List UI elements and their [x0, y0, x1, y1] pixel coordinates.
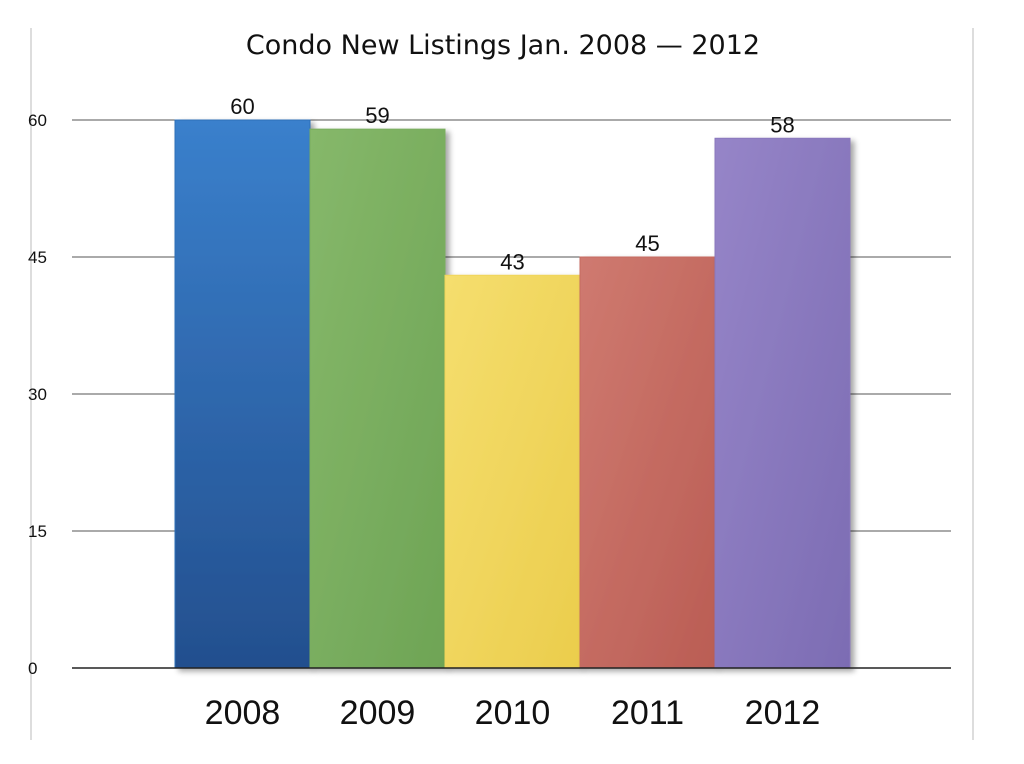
x-tick-label-2011: 2011 — [611, 694, 684, 732]
x-tick-label-2009: 2009 — [340, 694, 416, 732]
value-labels: 60 59 43 45 58 — [230, 94, 794, 274]
x-tick-label-2010: 2010 — [475, 694, 551, 732]
y-tick-label: 45 — [28, 248, 47, 267]
y-tick-label: 60 — [28, 111, 47, 130]
chart-title: Condo New Listings Jan. 2008 — 2012 — [246, 30, 760, 61]
bars — [174, 119, 851, 669]
x-tick-label-2008: 2008 — [205, 694, 281, 732]
bar-2012 — [714, 137, 851, 669]
bar-2009 — [309, 128, 446, 669]
x-axis-ticks: 2008 2009 2010 2011 2012 — [205, 694, 821, 732]
value-label-2009: 59 — [365, 103, 389, 128]
y-tick-label: 15 — [28, 522, 47, 541]
value-label-2011: 45 — [635, 231, 659, 256]
x-tick-label-2012: 2012 — [745, 694, 821, 732]
value-label-2012: 58 — [770, 112, 794, 137]
y-tick-label: 0 — [28, 659, 37, 678]
bar-2011 — [579, 256, 716, 669]
value-label-2010: 43 — [500, 249, 524, 274]
bar-2008 — [174, 119, 311, 669]
y-tick-label: 30 — [28, 385, 47, 404]
value-label-2008: 60 — [230, 94, 254, 119]
y-axis-ticks: 0 15 30 45 60 — [28, 111, 47, 678]
bar-2010 — [444, 274, 581, 669]
